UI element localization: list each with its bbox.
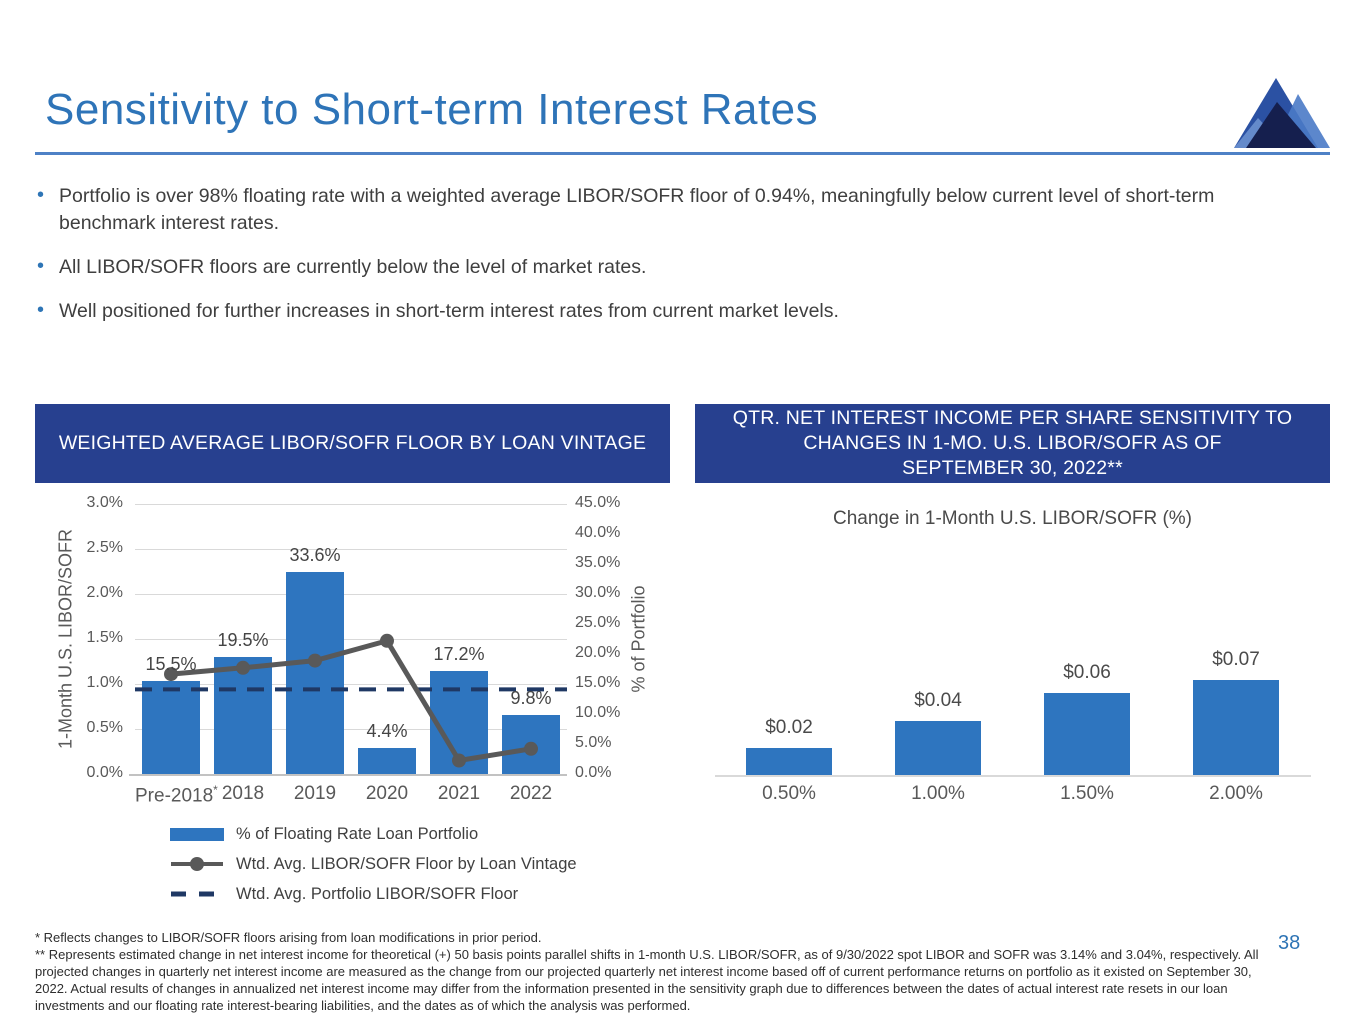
bar-value-label: 4.4%: [366, 720, 408, 741]
right-chart-subtitle: Change in 1-Month U.S. LIBOR/SOFR (%): [832, 508, 1192, 529]
right-axis-title: % of Portfolio: [628, 585, 649, 693]
title-divider: [35, 152, 1330, 155]
gridline: [135, 684, 567, 685]
bar: [214, 657, 272, 774]
mountain-peaks-logo-icon: [1234, 78, 1330, 148]
gridline: [135, 729, 567, 730]
bar-value-label: 17.2%: [433, 643, 485, 664]
legend-item-line: Wtd. Avg. LIBOR/SOFR Floor by Loan Vinta…: [170, 853, 670, 875]
bullet-list: Portfolio is over 98% floating rate with…: [35, 182, 1310, 342]
footnotes: * Reflects changes to LIBOR/SOFR floors …: [35, 929, 1270, 1014]
left-axis-tick-label: 0.0%: [86, 764, 123, 781]
bar-value-label: $0.04: [914, 689, 962, 711]
bullet-item: Well positioned for further increases in…: [35, 297, 1309, 325]
category-label: 1.50%: [1060, 783, 1114, 804]
line-marker: [308, 653, 322, 668]
category-label: 2021: [437, 783, 481, 804]
bar-value-label: 15.5%: [145, 654, 197, 674]
right-chart-header: QTR. NET INTEREST INCOME PER SHARE SENSI…: [695, 404, 1330, 483]
line-marker: [452, 753, 466, 768]
category-label: 2020: [365, 783, 409, 804]
category-label: 2022: [509, 783, 553, 804]
line-series-swatch: [171, 857, 223, 871]
bullet-item: Portfolio is over 98% floating rate with…: [35, 182, 1309, 237]
chart-legend: % of Floating Rate Loan Portfolio Wtd. A…: [170, 823, 670, 905]
left-chart-panel: WEIGHTED AVERAGE LIBOR/SOFR FLOOR BY LOA…: [35, 404, 670, 913]
bar: [1044, 693, 1130, 775]
line-series-overlay: [135, 633, 567, 768]
left-axis-tick-label: 1.0%: [86, 674, 123, 691]
bar: [142, 681, 200, 774]
right-axis-tick-label: 0.0%: [575, 764, 612, 781]
category-label: 0.50%: [762, 783, 816, 804]
line-marker: [236, 660, 250, 675]
vintage-floor-line: [170, 637, 532, 764]
category-label: 2.00%: [1209, 783, 1263, 804]
right-axis-tick-label: 10.0%: [575, 704, 621, 721]
right-axis-tick-label: 5.0%: [575, 734, 612, 751]
right-axis-tick-label: 15.0%: [575, 674, 621, 691]
category-label: Pre-2018*: [135, 783, 218, 807]
bar-value-label: $0.07: [1212, 648, 1260, 670]
bar: [286, 572, 344, 774]
bar-value-label: 9.8%: [510, 688, 552, 709]
bar-slot: $0.04: [864, 690, 1013, 775]
gridline: [135, 594, 567, 595]
right-axis-tick-label: 35.0%: [575, 554, 621, 571]
legend-label: Wtd. Avg. Portfolio LIBOR/SOFR Floor: [236, 884, 519, 903]
footnote-marker: *: [213, 783, 218, 797]
bar-value-label: $0.06: [1063, 662, 1111, 684]
right-axis-tick-label: 45.0%: [575, 494, 621, 511]
bar-slot: $0.02: [715, 717, 864, 775]
bar-slot: $0.06: [1013, 662, 1162, 775]
category-label: 2019: [293, 783, 337, 804]
left-chart-header: WEIGHTED AVERAGE LIBOR/SOFR FLOOR BY LOA…: [35, 404, 670, 483]
gridline: [135, 639, 567, 640]
bar: [1193, 679, 1279, 775]
category-label: 2018: [221, 783, 265, 804]
bars-area: $0.02 $0.04 $0.06 $0.07: [714, 532, 1311, 777]
footnote-single-asterisk: * Reflects changes to LIBOR/SOFR floors …: [35, 930, 542, 945]
category-axis: 0.50% 1.00% 1.50% 2.00%: [715, 783, 1311, 805]
gridline: [135, 504, 567, 505]
bar-value-label: 33.6%: [289, 545, 341, 566]
right-axis-tick-label: 25.0%: [575, 614, 621, 631]
left-axis-tick-label: 3.0%: [86, 494, 123, 511]
bullet-item: All LIBOR/SOFR floors are currently belo…: [35, 253, 1309, 281]
legend-item-bars: % of Floating Rate Loan Portfolio: [170, 823, 670, 845]
right-axis-tick-label: 40.0%: [575, 524, 621, 541]
footnote-double-asterisk: ** Represents estimated change in net in…: [35, 947, 1259, 1013]
bar: [358, 747, 416, 774]
bar: [895, 720, 981, 775]
category-label: 1.00%: [911, 783, 965, 804]
logo-dark-face: [1246, 102, 1316, 148]
left-axis-tick-label: 2.5%: [86, 539, 123, 556]
bar: [746, 747, 832, 775]
page-title: Sensitivity to Short-term Interest Rates: [45, 85, 819, 134]
left-axis-tick-label: 0.5%: [86, 719, 123, 736]
x-axis-line: [129, 774, 567, 776]
left-axis-tick-label: 1.5%: [86, 629, 123, 646]
right-chart-panel: QTR. NET INTEREST INCOME PER SHARE SENSI…: [695, 404, 1330, 805]
line-marker: [524, 741, 538, 756]
right-axis-tick-label: 30.0%: [575, 584, 621, 601]
legend-label: % of Floating Rate Loan Portfolio: [236, 824, 479, 843]
bar-series-swatch: [170, 827, 224, 841]
dashed-series-swatch: [171, 891, 223, 897]
line-marker: [164, 667, 178, 682]
line-marker: [380, 633, 394, 648]
page-number: 38: [1278, 932, 1301, 954]
legend-label: Wtd. Avg. LIBOR/SOFR Floor by Loan Vinta…: [236, 854, 577, 873]
libor-floor-combo-chart: 3.0% 2.5% 2.0% 1.5% 1.0% 0.5% 0.0% 45.0% 40.0% 35…: [35, 483, 670, 813]
legend-item-dashed: Wtd. Avg. Portfolio LIBOR/SOFR Floor: [170, 883, 670, 905]
bar-value-label: $0.02: [765, 716, 813, 738]
left-axis-tick-label: 2.0%: [86, 584, 123, 601]
sensitivity-bar-chart: $0.02 $0.04 $0.06 $0.07 0.50% 1.00% 1.50% 2.00…: [695, 532, 1330, 805]
bar-value-label: 19.5%: [217, 630, 269, 650]
bar-slot: $0.07: [1162, 649, 1311, 775]
right-axis-tick-label: 20.0%: [575, 644, 621, 661]
gridline: [135, 549, 567, 550]
